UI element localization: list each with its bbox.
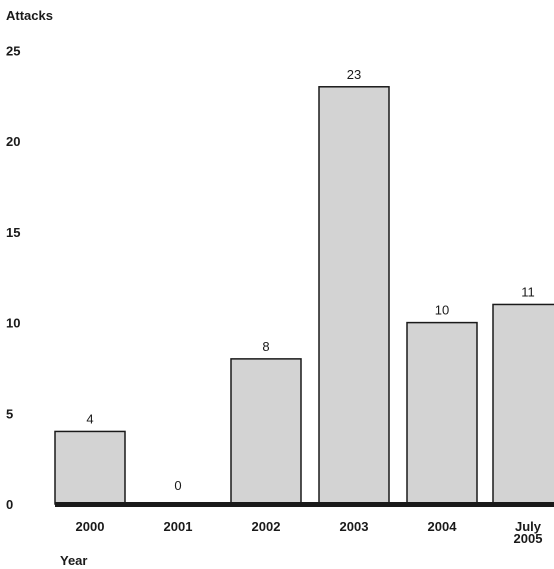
data-label: 4: [86, 411, 93, 426]
x-axis-ticks: 2000 2001 2002 2003 2004 July 2005: [76, 519, 543, 546]
y-tick-label: 10: [6, 316, 20, 331]
x-tick-label: 2002: [252, 519, 281, 534]
data-label: 10: [435, 303, 449, 318]
x-tick-label: 2001: [164, 519, 193, 534]
x-axis-label: Year: [60, 553, 87, 568]
x-axis-baseline: [55, 502, 554, 507]
y-tick-label: 20: [6, 134, 20, 149]
y-axis-label: Attacks: [6, 8, 53, 23]
bar: [54, 430, 126, 505]
x-tick-label: 2003: [340, 519, 369, 534]
y-tick-label: 25: [6, 44, 20, 59]
bar: [406, 321, 478, 505]
y-tick-label: 0: [6, 497, 13, 512]
x-tick-label: 2004: [428, 519, 458, 534]
y-tick-label: 15: [6, 225, 20, 240]
bar: [318, 86, 390, 505]
x-tick-label: July 2005: [514, 519, 543, 546]
data-label: 8: [262, 339, 269, 354]
x-tick-label: 2000: [76, 519, 105, 534]
data-label: 0: [174, 478, 181, 493]
bar: [492, 303, 554, 505]
bar: [230, 358, 302, 505]
data-labels: 4 0 8 23 10 11: [86, 67, 534, 493]
data-label: 23: [347, 67, 361, 82]
bars: [54, 86, 554, 505]
data-label: 11: [521, 284, 535, 299]
y-tick-label: 5: [6, 406, 13, 421]
y-axis-ticks: 0 5 10 15 20 25: [6, 44, 20, 513]
